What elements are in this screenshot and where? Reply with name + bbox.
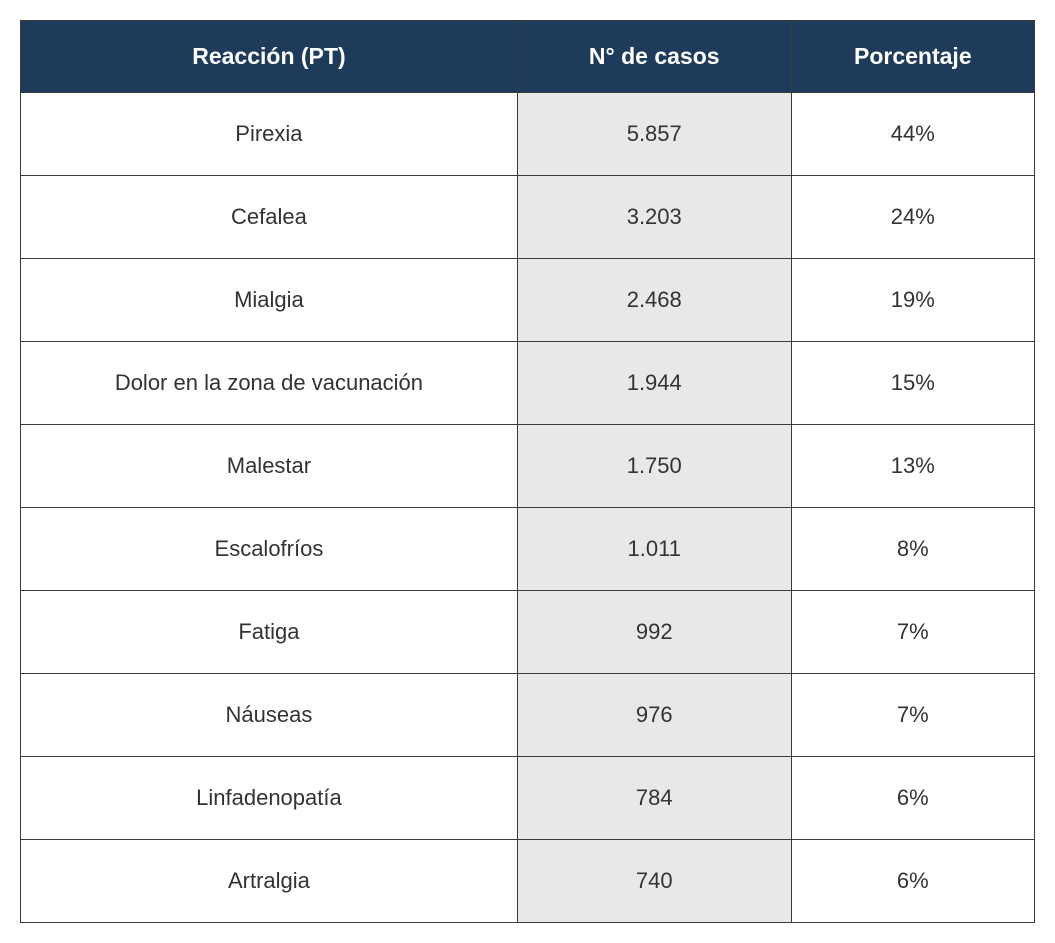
cell-pct: 8% bbox=[791, 508, 1034, 591]
cell-pct: 13% bbox=[791, 425, 1034, 508]
cell-casos: 784 bbox=[517, 757, 791, 840]
cell-casos: 1.011 bbox=[517, 508, 791, 591]
col-header-reaccion: Reacción (PT) bbox=[21, 21, 518, 93]
cell-pct: 7% bbox=[791, 591, 1034, 674]
table-body: Pirexia 5.857 44% Cefalea 3.203 24% Mial… bbox=[21, 93, 1035, 923]
cell-reaccion: Linfadenopatía bbox=[21, 757, 518, 840]
table-row: Dolor en la zona de vacunación 1.944 15% bbox=[21, 342, 1035, 425]
cell-casos: 5.857 bbox=[517, 93, 791, 176]
table-header: Reacción (PT) N° de casos Porcentaje bbox=[21, 21, 1035, 93]
cell-reaccion: Artralgia bbox=[21, 840, 518, 923]
cell-reaccion: Pirexia bbox=[21, 93, 518, 176]
cell-casos: 1.750 bbox=[517, 425, 791, 508]
cell-reaccion: Cefalea bbox=[21, 176, 518, 259]
table-row: Fatiga 992 7% bbox=[21, 591, 1035, 674]
cell-casos: 976 bbox=[517, 674, 791, 757]
cell-pct: 24% bbox=[791, 176, 1034, 259]
reactions-table: Reacción (PT) N° de casos Porcentaje Pir… bbox=[20, 20, 1035, 923]
cell-reaccion: Náuseas bbox=[21, 674, 518, 757]
table-row: Artralgia 740 6% bbox=[21, 840, 1035, 923]
cell-casos: 2.468 bbox=[517, 259, 791, 342]
cell-pct: 6% bbox=[791, 757, 1034, 840]
cell-pct: 7% bbox=[791, 674, 1034, 757]
table-row: Pirexia 5.857 44% bbox=[21, 93, 1035, 176]
table-row: Linfadenopatía 784 6% bbox=[21, 757, 1035, 840]
cell-reaccion: Fatiga bbox=[21, 591, 518, 674]
col-header-casos: N° de casos bbox=[517, 21, 791, 93]
cell-casos: 3.203 bbox=[517, 176, 791, 259]
table-row: Escalofríos 1.011 8% bbox=[21, 508, 1035, 591]
cell-reaccion: Mialgia bbox=[21, 259, 518, 342]
table-row: Cefalea 3.203 24% bbox=[21, 176, 1035, 259]
cell-pct: 19% bbox=[791, 259, 1034, 342]
table-row: Malestar 1.750 13% bbox=[21, 425, 1035, 508]
cell-reaccion: Escalofríos bbox=[21, 508, 518, 591]
cell-casos: 992 bbox=[517, 591, 791, 674]
cell-reaccion: Dolor en la zona de vacunación bbox=[21, 342, 518, 425]
table-row: Mialgia 2.468 19% bbox=[21, 259, 1035, 342]
cell-pct: 15% bbox=[791, 342, 1034, 425]
table-row: Náuseas 976 7% bbox=[21, 674, 1035, 757]
cell-pct: 6% bbox=[791, 840, 1034, 923]
cell-casos: 740 bbox=[517, 840, 791, 923]
cell-casos: 1.944 bbox=[517, 342, 791, 425]
col-header-porcentaje: Porcentaje bbox=[791, 21, 1034, 93]
cell-pct: 44% bbox=[791, 93, 1034, 176]
cell-reaccion: Malestar bbox=[21, 425, 518, 508]
